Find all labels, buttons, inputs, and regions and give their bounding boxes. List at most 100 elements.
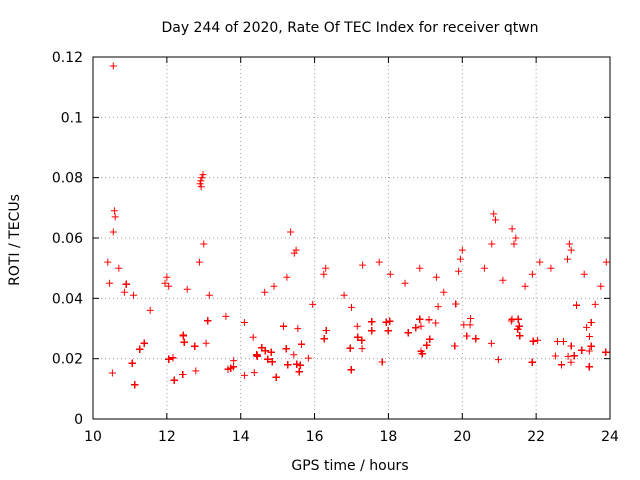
data-point [136, 345, 144, 353]
data-point [179, 371, 187, 378]
grid-lines [93, 57, 610, 419]
y-axis-label: ROTI / TECUs [7, 194, 23, 286]
data-point [131, 381, 139, 389]
data-point [358, 336, 366, 344]
data-point [558, 361, 565, 369]
x-tick-label: 12 [158, 429, 176, 445]
data-point [368, 318, 376, 326]
data-point [183, 285, 191, 293]
data-point [359, 261, 367, 269]
data-point [472, 335, 480, 343]
data-point [536, 258, 544, 266]
data-point [597, 282, 605, 290]
data-point [261, 288, 269, 296]
data-point [198, 174, 206, 182]
data-point [602, 348, 610, 356]
x-tick-label: 18 [380, 429, 398, 445]
x-tick-label: 20 [453, 429, 471, 445]
data-point [354, 333, 362, 341]
y-tick-label: 0.1 [61, 110, 83, 126]
data-point [294, 325, 302, 333]
y-tick-label: 0.08 [52, 171, 83, 187]
data-point [580, 270, 588, 278]
data-point [240, 371, 248, 379]
data-point [480, 264, 488, 272]
data-point [423, 341, 431, 349]
data-point [578, 346, 586, 354]
data-point [401, 279, 409, 287]
data-point [565, 240, 573, 248]
data-point [378, 358, 386, 366]
data-point [564, 255, 571, 263]
data-point [467, 315, 475, 322]
data-point [488, 240, 496, 248]
data-point [602, 258, 610, 266]
data-point [146, 306, 154, 314]
data-point [570, 352, 578, 360]
data-point [111, 213, 119, 221]
data-point [586, 333, 593, 340]
data-point [528, 358, 536, 366]
data-point [412, 324, 420, 332]
y-tick-label: 0 [74, 412, 83, 428]
data-point [222, 312, 230, 320]
data-point [165, 282, 173, 290]
data-point [499, 276, 507, 284]
data-point [353, 322, 361, 330]
data-point [202, 339, 210, 347]
data-point [384, 327, 392, 335]
data-point [463, 332, 471, 340]
data-point [567, 358, 575, 366]
data-point [163, 273, 171, 281]
data-point [309, 300, 317, 308]
data-point [417, 347, 425, 355]
data-point [122, 280, 130, 288]
data-point [290, 249, 298, 257]
data-point [298, 340, 305, 348]
x-tick-label: 10 [84, 429, 102, 445]
data-point [272, 373, 280, 381]
data-point [170, 376, 178, 384]
data-point [287, 228, 295, 236]
data-point [529, 337, 537, 345]
data-point [452, 300, 460, 308]
data-point [230, 363, 237, 371]
data-point [296, 361, 304, 369]
data-point [466, 321, 474, 329]
data-point [192, 367, 200, 375]
data-point [165, 355, 173, 363]
data-point [515, 322, 523, 330]
data-point [293, 360, 301, 368]
data-point [240, 319, 248, 326]
data-point [432, 319, 440, 327]
x-tick-label: 16 [306, 429, 324, 445]
data-point [108, 369, 116, 377]
data-point [195, 258, 203, 266]
data-point [197, 177, 205, 185]
data-point [567, 342, 575, 350]
data-point [508, 315, 516, 323]
x-tick-label: 22 [527, 429, 545, 445]
data-point [115, 264, 123, 272]
data-point [292, 246, 300, 254]
data-point [284, 361, 292, 369]
data-point [253, 352, 261, 360]
data-point [196, 180, 204, 188]
data-point [432, 273, 440, 281]
data-point [340, 291, 348, 299]
data-point [199, 171, 207, 179]
data-point [490, 210, 498, 218]
data-point [416, 264, 424, 272]
data-point [264, 355, 272, 363]
data-point [140, 339, 148, 347]
data-point [268, 358, 276, 366]
data-point [250, 369, 258, 377]
data-point [417, 322, 425, 330]
data-point [494, 356, 502, 364]
data-point [514, 325, 522, 333]
data-point [106, 279, 114, 287]
data-point [348, 303, 355, 311]
y-tick-label: 0.12 [52, 50, 83, 66]
data-point [516, 332, 524, 340]
